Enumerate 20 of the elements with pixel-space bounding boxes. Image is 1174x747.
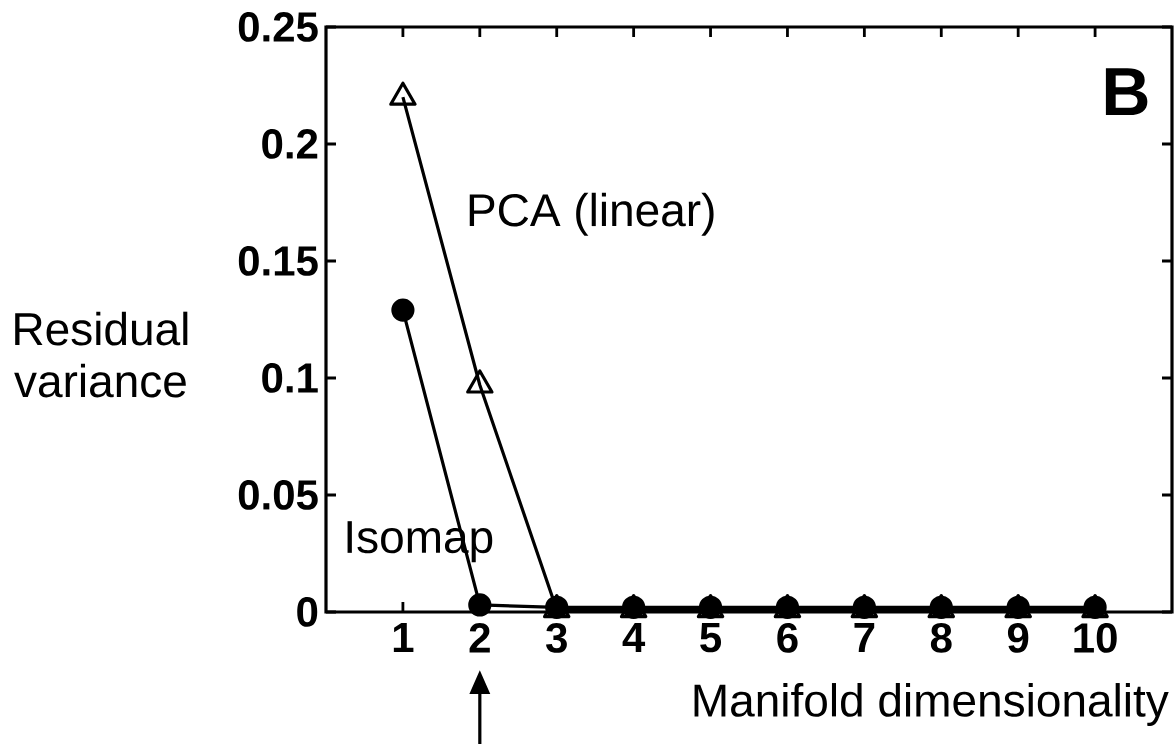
x-tick-label: 1: [393, 623, 414, 652]
y-tick-label: 0: [297, 597, 318, 627]
x-tick-label: 6: [777, 623, 798, 653]
x-tick-label: 10: [1074, 623, 1117, 653]
x-axis-title: Manifold dimensionality: [694, 683, 1169, 726]
x-tick-label: 3: [546, 623, 567, 653]
x-tick-label: 4: [622, 623, 646, 652]
x-tick-label: 5: [700, 623, 722, 653]
y-axis-title: Residual variance: [14, 311, 188, 398]
x-tick-label: 8: [930, 623, 952, 653]
x-tick-label: 2: [469, 623, 490, 653]
y-tick-label: 0.1: [262, 363, 318, 393]
series-label: PCA (linear): [469, 192, 714, 236]
y-tick-label: 0.25: [238, 12, 318, 42]
x-tick-label: 7: [854, 623, 875, 652]
annotation: B: [1105, 68, 1148, 116]
y-tick-label: 0.15: [238, 246, 318, 276]
y-tick-label: 0.2: [262, 129, 318, 159]
y-tick-label: 0.05: [238, 480, 318, 510]
x-tick-label: 9: [1007, 623, 1029, 653]
